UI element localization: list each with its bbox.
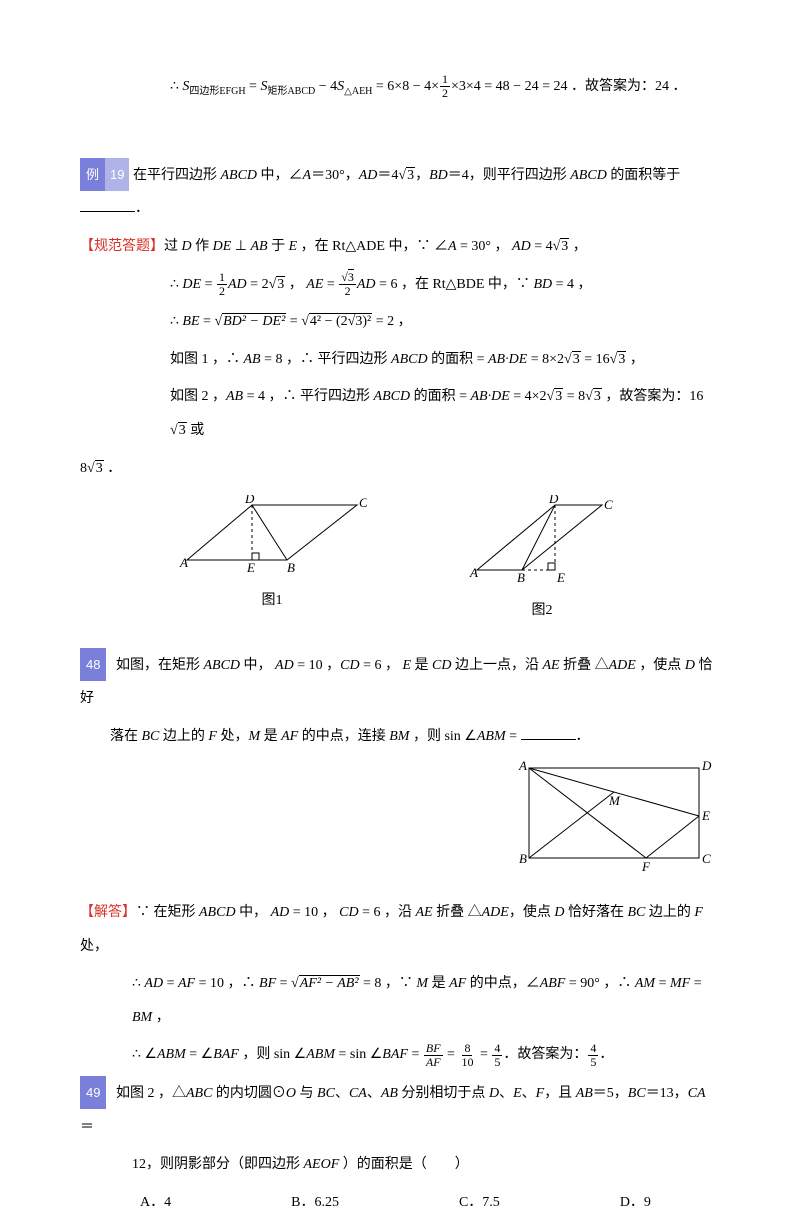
example-badge: 例 (80, 158, 105, 191)
solution-step: 83 ． (80, 452, 714, 486)
svg-text:B: B (519, 851, 527, 866)
svg-text:A: A (518, 758, 527, 773)
solution-step: ∴ DE = 12AD = 23 ， AE = √32AD = 6 ，在 Rt△… (80, 268, 714, 302)
solution-label: 【规范答题】 (80, 239, 164, 254)
solution-line-1: ∴ S四边形EFGH = S矩形ABCD − 4S△AEH = 6×8 − 4×… (80, 70, 714, 104)
solution-step: 如图 1 ，∴ AB = 8 ，∴ 平行四边形 ABCD 的面积 = AB·DE… (80, 343, 714, 377)
option-b[interactable]: B．6.25 (291, 1186, 339, 1219)
figure-rectangle: A B C D E F M (514, 758, 714, 887)
answer-blank (80, 197, 135, 212)
svg-text:A: A (469, 565, 478, 580)
q48-solution: 【解答】∵ 在矩形 ABCD 中， AD = 10 ， CD = 6 ，沿 AE… (80, 896, 714, 963)
question-49: 49 如图 2 ，△ABC 的内切圆⊙O 与 BC、CA、AB 分别相切于点 D… (80, 1076, 714, 1144)
answer-options: A．4 B．6.25 C．7.5 D．9 (140, 1186, 714, 1219)
option-c[interactable]: C．7.5 (459, 1186, 500, 1219)
example-number: 19 (105, 158, 129, 191)
svg-text:B: B (517, 570, 525, 585)
example-19: 例19 在平行四边形 ABCD 中，∠A＝30°，AD＝43，BD＝4，则平行四… (80, 158, 714, 226)
svg-text:B: B (287, 560, 295, 575)
svg-text:C: C (359, 495, 367, 510)
svg-text:E: E (246, 560, 255, 575)
solution-header: 【规范答题】过 D 作 DE ⊥ AB 于 E ，在 Rt△ADE 中，∵ ∠A… (80, 230, 714, 264)
question-number-badge: 49 (80, 1076, 106, 1109)
svg-text:E: E (556, 570, 565, 585)
figure-1: A B C D E 图1 (177, 495, 367, 618)
answer-blank (521, 725, 576, 740)
figure-2-caption: 图2 (467, 604, 617, 618)
svg-text:C: C (702, 851, 711, 866)
q48-solution-step: ∴ AD = AF = 10 ，∴ BF = AF² − AB² = 8 ，∵ … (80, 967, 714, 1034)
option-a[interactable]: A．4 (140, 1186, 171, 1219)
question-49-line2: 12，则阴影部分（即四边形 AEOF ）的面积是（ ） (80, 1148, 714, 1182)
solution-label: 【解答】 (80, 905, 136, 920)
q48-solution-step: ∴ ∠ABM = ∠BAF ，则 sin ∠ABM = sin ∠BAF = B… (80, 1038, 714, 1072)
svg-text:A: A (179, 555, 188, 570)
parallelogram-2-svg: A B C D E (467, 495, 617, 590)
svg-text:D: D (244, 495, 255, 506)
rectangle-fold-svg: A B C D E F M (514, 758, 714, 873)
svg-text:F: F (641, 859, 651, 873)
solution-step: ∴ BE = BD² − DE² = 4² − (2√3)² = 2 ， (80, 305, 714, 339)
svg-text:M: M (608, 793, 621, 808)
question-number-badge: 48 (80, 648, 106, 681)
svg-text:E: E (701, 808, 710, 823)
question-48-line2: 落在 BC 边上的 F 处，M 是 AF 的中点，连接 BM ，则 sin ∠A… (80, 720, 714, 754)
svg-text:C: C (604, 497, 613, 512)
solution-step: 如图 2 ，AB = 4 ，∴ 平行四边形 ABCD 的面积 = AB·DE =… (80, 380, 714, 447)
figure-2: A B C D E 图2 (467, 495, 617, 618)
question-48: 48 如图，在矩形 ABCD 中， AD = 10 ，CD = 6 ， E 是 … (80, 648, 714, 716)
svg-text:D: D (548, 495, 559, 506)
option-d[interactable]: D．9 (620, 1186, 651, 1219)
parallelogram-1-svg: A B C D E (177, 495, 367, 580)
svg-text:D: D (701, 758, 712, 773)
figures-row: A B C D E 图1 A B C D E 图2 (80, 495, 714, 618)
figure-1-caption: 图1 (177, 594, 367, 608)
